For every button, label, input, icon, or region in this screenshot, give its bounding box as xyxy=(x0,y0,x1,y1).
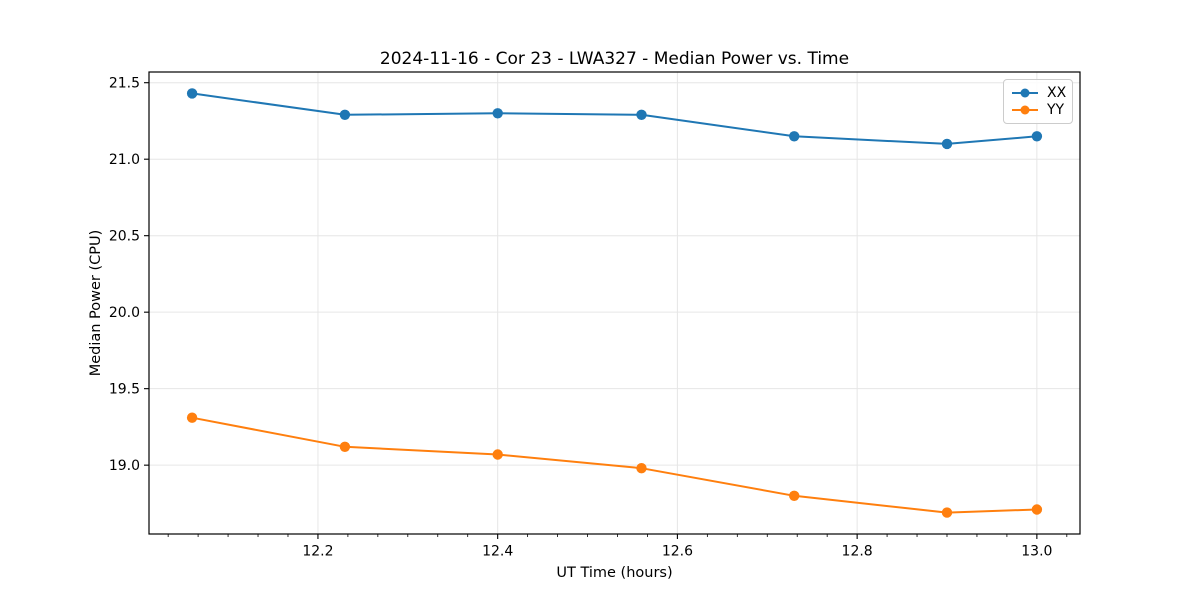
x-tick-label: 12.4 xyxy=(482,544,513,560)
data-point-yy xyxy=(186,412,198,423)
y-axis-label: Median Power (CPU) xyxy=(88,229,104,377)
legend: XX YY xyxy=(1003,79,1073,124)
y-tick-label: 20.0 xyxy=(109,305,140,321)
data-point-yy xyxy=(492,449,503,460)
x-tick-label: 13.0 xyxy=(1021,544,1052,560)
legend-label-yy: YY xyxy=(1047,102,1065,119)
legend-item-yy: YY xyxy=(1011,103,1065,117)
data-point-yy xyxy=(941,507,953,518)
data-point-xx xyxy=(941,138,953,150)
data-point-yy xyxy=(636,463,647,474)
data-point-xx xyxy=(636,109,647,121)
y-tick-label: 21.5 xyxy=(109,76,140,92)
data-point-yy xyxy=(789,490,800,501)
y-tick-label: 19.5 xyxy=(109,382,140,398)
data-point-yy xyxy=(339,441,351,452)
chart-title: 2024-11-16 - Cor 23 - LWA327 - Median Po… xyxy=(379,49,850,69)
legend-item-xx: XX xyxy=(1011,84,1067,101)
x-tick-label: 12.2 xyxy=(302,544,333,560)
xx-line-marker-icon xyxy=(1012,88,1038,98)
legend-label-xx: XX xyxy=(1047,84,1067,101)
data-point-xx xyxy=(789,131,800,142)
data-point-xx xyxy=(339,109,351,121)
plot-border xyxy=(148,71,1081,535)
y-tick-label: 21.0 xyxy=(109,152,140,168)
data-point-xx xyxy=(492,108,503,119)
y-tick-label: 20.5 xyxy=(109,229,140,245)
x-axis-label: UT Time (hours) xyxy=(556,565,673,581)
y-tick-label: 19.0 xyxy=(109,458,140,474)
data-point-xx xyxy=(186,88,198,99)
x-tick-label: 12.8 xyxy=(842,544,873,560)
yy-line-marker-icon xyxy=(1012,105,1038,115)
series-line-xx xyxy=(191,92,1037,145)
data-point-xx xyxy=(1031,131,1043,142)
x-tick-label: 12.6 xyxy=(662,544,693,560)
data-point-yy xyxy=(1031,504,1043,515)
